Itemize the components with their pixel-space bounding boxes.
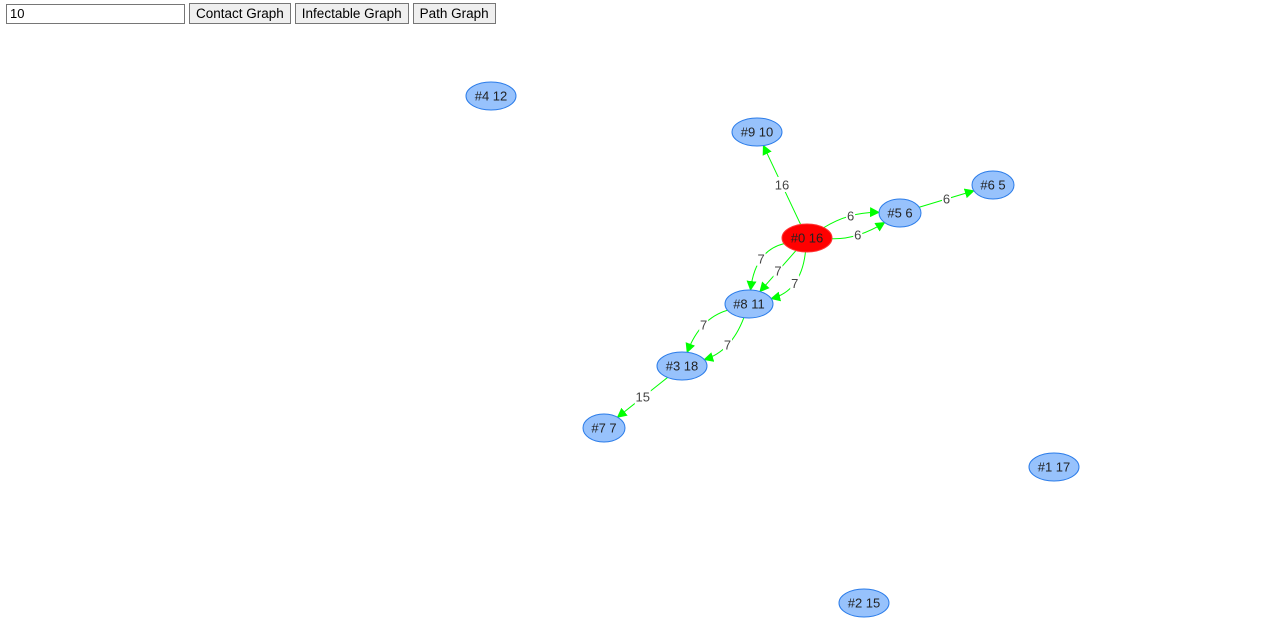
graph-node[interactable]: #4 12 bbox=[465, 81, 517, 111]
contact-graph-button[interactable]: Contact Graph bbox=[189, 3, 291, 24]
node-label: #2 15 bbox=[848, 596, 881, 611]
node-shape[interactable] bbox=[878, 198, 922, 228]
infectable-graph-button[interactable]: Infectable Graph bbox=[294, 3, 409, 24]
node-shape[interactable] bbox=[465, 81, 517, 111]
edge-label: 7 bbox=[700, 317, 707, 332]
node-shape[interactable] bbox=[656, 351, 708, 381]
edge-label-background bbox=[774, 177, 790, 192]
edge-label-background bbox=[699, 316, 709, 332]
node-label: #5 6 bbox=[887, 206, 912, 221]
edge-label: 6 bbox=[847, 208, 854, 223]
graph-node[interactable]: #0 16 bbox=[781, 223, 833, 253]
node-label: #8 11 bbox=[733, 297, 765, 312]
edge-label: 7 bbox=[724, 338, 731, 353]
graph-node[interactable]: #3 18 bbox=[656, 351, 708, 381]
node-shape[interactable] bbox=[731, 117, 783, 147]
edge-label: 7 bbox=[774, 264, 781, 279]
node-shape[interactable] bbox=[838, 588, 890, 618]
node-shape[interactable] bbox=[724, 289, 774, 319]
node-label: #0 16 bbox=[791, 231, 824, 246]
edge-label-background bbox=[853, 227, 863, 243]
edge-label: 15 bbox=[636, 390, 650, 405]
edge-label: 6 bbox=[854, 228, 861, 243]
node-label: #6 5 bbox=[980, 178, 1005, 193]
source-node-shape[interactable] bbox=[781, 223, 833, 253]
graph-node[interactable]: #2 15 bbox=[838, 588, 890, 618]
edge-label-background bbox=[756, 250, 766, 266]
edge-label-background bbox=[942, 191, 951, 206]
path-graph-button[interactable]: Path Graph bbox=[412, 3, 496, 24]
edge-label-background bbox=[846, 207, 856, 223]
node-shape[interactable] bbox=[1028, 452, 1080, 482]
node-label: #3 18 bbox=[666, 359, 699, 374]
node-label: #4 12 bbox=[475, 89, 508, 104]
edge-label: 7 bbox=[791, 276, 798, 291]
edge-label-background bbox=[773, 263, 783, 279]
edge-label: 7 bbox=[757, 251, 764, 266]
node-shape[interactable] bbox=[582, 413, 626, 443]
edge-label: 6 bbox=[943, 192, 950, 207]
graph-node[interactable]: #6 5 bbox=[971, 170, 1015, 200]
graph-node[interactable]: #5 6 bbox=[878, 198, 922, 228]
graph-node[interactable]: #8 11 bbox=[724, 289, 774, 319]
node-label: #1 17 bbox=[1038, 460, 1071, 475]
node-label: #9 10 bbox=[741, 125, 774, 140]
graph-node[interactable]: #9 10 bbox=[731, 117, 783, 147]
edge-label: 16 bbox=[775, 178, 789, 193]
graph-node[interactable]: #7 7 bbox=[582, 413, 626, 443]
node-shape[interactable] bbox=[971, 170, 1015, 200]
graph-node[interactable]: #1 17 bbox=[1028, 452, 1080, 482]
nodes-layer: #0 16 #1 17 #2 15 #3 18 #4 12 #5 6 #6 5 #7 7 #8 … bbox=[465, 81, 1080, 618]
node-label: #7 7 bbox=[591, 421, 616, 436]
node-count-input[interactable] bbox=[6, 3, 185, 24]
edge-label-background bbox=[723, 337, 733, 353]
toolbar: Contact Graph Infectable Graph Path Grap… bbox=[6, 3, 500, 24]
edge-label-background bbox=[790, 275, 800, 291]
edge-label-background bbox=[634, 389, 651, 405]
